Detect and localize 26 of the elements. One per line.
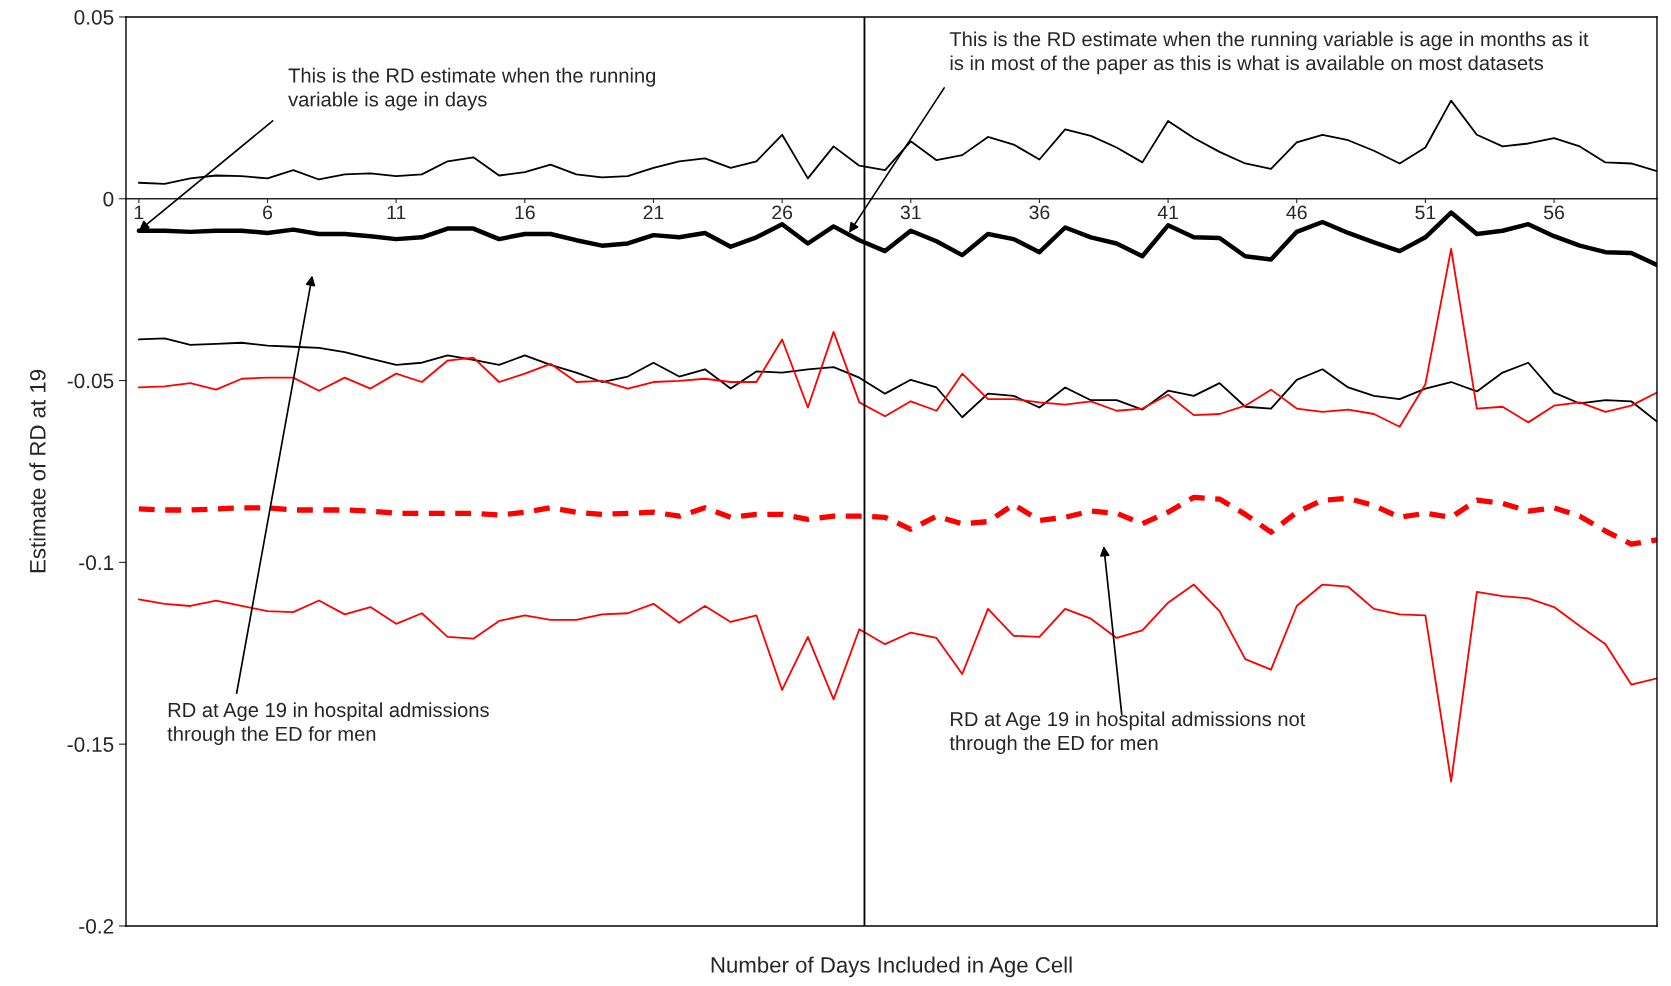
y-tick-label: -0.1 [79, 555, 114, 571]
annotation: This is the RD estimate when the running variable is age in days [288, 67, 656, 111]
y-tick-label: -0.05 [67, 373, 114, 389]
line-series [137, 583, 1657, 783]
x-tick-label: 1 [134, 205, 144, 220]
annotation: RD at Age 19 in hospital admissions through the ED for men [167, 702, 489, 745]
x-tick-label: 46 [1286, 205, 1307, 220]
x-tick-label: 6 [263, 205, 273, 220]
y-axis-title: Estimate of RD at 19 [29, 369, 46, 573]
y-tick-label: 0 [103, 191, 114, 207]
x-tick-label: 51 [1415, 205, 1436, 220]
annotation: This is the RD estimate when the running variable is age in months as it is in most of the paper as this is what is available on most datasets [949, 31, 1589, 75]
x-tick-label: 26 [772, 205, 793, 220]
x-tick-label: 41 [1157, 205, 1178, 220]
y-tick-label: 0.05 [74, 9, 114, 25]
line-series [137, 248, 1657, 428]
x-tick-label: 21 [643, 205, 664, 220]
x-tick-label: 56 [1544, 205, 1564, 220]
annotation: RD at Age 19 in hospital admissions not through the ED for men [949, 711, 1306, 755]
x-axis-title: Number of Days Included in Age Cell [711, 956, 1072, 978]
y-tick-label: -0.2 [79, 918, 114, 934]
x-tick-label: 36 [1029, 205, 1050, 220]
x-tick-label: 16 [515, 205, 535, 220]
y-tick-label: -0.15 [67, 737, 114, 752]
x-tick-label: 11 [387, 205, 406, 220]
x-tick-label: 31 [900, 205, 921, 220]
